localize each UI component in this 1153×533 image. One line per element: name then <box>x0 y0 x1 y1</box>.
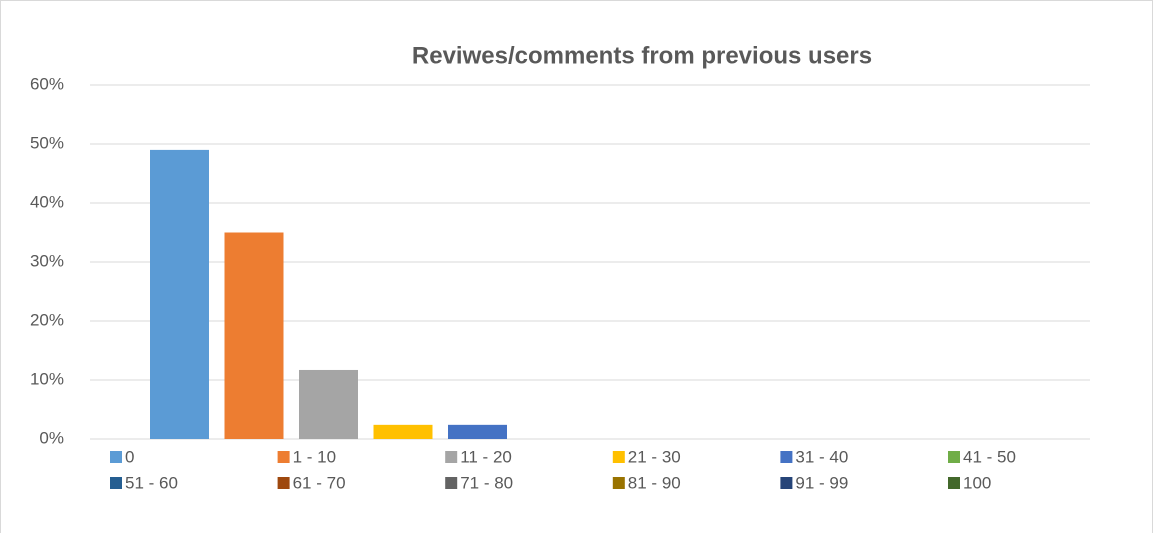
y-tick-label: 50% <box>30 133 64 152</box>
chart-title: Reviwes/comments from previous users <box>412 42 872 69</box>
bar <box>448 424 507 439</box>
legend-swatch <box>780 477 793 489</box>
legend-swatch <box>612 451 625 463</box>
legend-label: 21 - 30 <box>628 447 681 466</box>
bar <box>150 149 209 439</box>
legend-label: 71 - 80 <box>460 473 513 492</box>
legend-label: 1 - 10 <box>293 447 336 466</box>
y-tick-label: 60% <box>30 74 64 93</box>
legend-swatch <box>445 451 458 463</box>
legend-label: 31 - 40 <box>795 447 848 466</box>
legend-swatch <box>948 477 960 489</box>
legend-label: 91 - 99 <box>795 473 848 492</box>
legend-label: 61 - 70 <box>293 473 346 492</box>
y-tick-label: 20% <box>30 310 64 329</box>
legend-label: 100 <box>963 473 991 492</box>
legend-label: 41 - 50 <box>963 447 1016 466</box>
bar <box>299 369 358 439</box>
y-tick-label: 40% <box>30 192 64 211</box>
legend-label: 11 - 20 <box>460 447 512 466</box>
y-tick-label: 10% <box>30 369 64 388</box>
legend-label: 0 <box>125 447 134 466</box>
legend-swatch <box>277 477 290 489</box>
y-tick-label: 30% <box>30 251 64 270</box>
legend-swatch <box>445 477 458 489</box>
legend-swatch <box>110 451 122 463</box>
legend-label: 51 - 60 <box>125 473 178 492</box>
legend-swatch <box>948 451 960 463</box>
bar <box>224 232 284 439</box>
legend-label: 81 - 90 <box>628 473 681 492</box>
legend-swatch <box>612 477 625 489</box>
legend-swatch <box>780 451 793 463</box>
bar <box>373 424 433 439</box>
legend-swatch <box>110 477 122 489</box>
y-tick-label: 0% <box>39 428 64 447</box>
legend-swatch <box>277 451 290 463</box>
